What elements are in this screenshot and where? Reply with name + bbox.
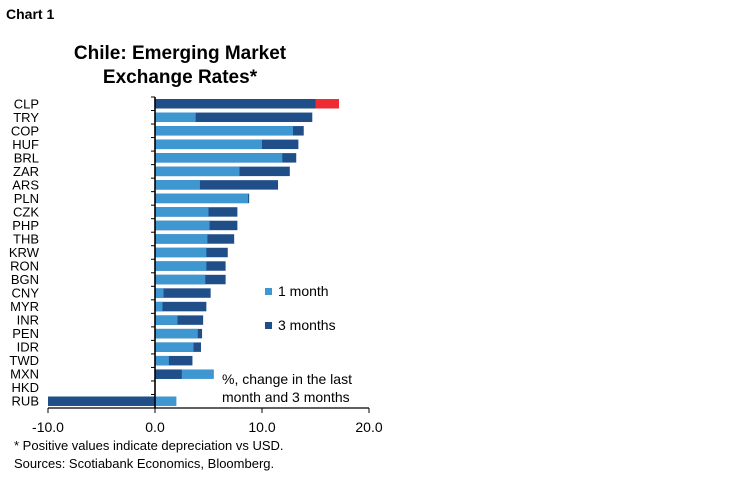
chart-title-line-1: Chile: Emerging Market <box>73 43 287 64</box>
category-label-ars: ARS <box>12 177 39 192</box>
category-label-cop: COP <box>11 123 39 138</box>
value-tick-label: 20.0 <box>355 419 382 435</box>
bar-pln-1-month <box>155 193 249 204</box>
value-tick-label: 0.0 <box>145 419 165 435</box>
legend-label-1-month: 1 month <box>278 283 329 299</box>
category-label-idr: IDR <box>17 340 39 355</box>
legend-swatch-3-months <box>265 322 272 329</box>
bar-php-1-month <box>155 220 210 231</box>
annotation-line-2: month and 3 months <box>222 389 350 405</box>
category-label-pen: PEN <box>12 326 39 341</box>
bar-myr-1-month <box>155 301 163 312</box>
bar-twd-1-month <box>155 355 169 366</box>
figure-label: Chart 1 <box>6 6 55 22</box>
category-label-bgn: BGN <box>11 272 39 287</box>
category-label-huf: HUF <box>12 137 39 152</box>
bar-mxn-3-months <box>155 369 182 379</box>
category-label-inr: INR <box>17 313 39 328</box>
bar-myr-3-months <box>155 301 207 312</box>
footnote-sources: Sources: Scotiabank Economics, Bloomberg… <box>14 456 275 471</box>
category-label-cny: CNY <box>12 286 40 301</box>
bar-thb-1-month <box>155 234 208 244</box>
bar-zar-1-month <box>155 166 240 177</box>
category-label-twd: TWD <box>9 353 39 368</box>
category-label-rub: RUB <box>12 394 39 409</box>
bar-twd-3-months <box>155 355 193 366</box>
value-tick-label: 10.0 <box>248 419 275 435</box>
bar-cop-1-month <box>155 126 294 136</box>
category-label-php: PHP <box>12 218 39 233</box>
category-label-pln: PLN <box>14 191 39 206</box>
value-tick-label: -10.0 <box>32 419 64 435</box>
category-label-zar: ZAR <box>13 164 39 179</box>
bar-try-1-month <box>155 112 196 123</box>
category-label-czk: CZK <box>13 204 39 219</box>
bar-krw-1-month <box>155 247 207 258</box>
category-label-krw: KRW <box>9 245 40 260</box>
bar-huf-1-month <box>155 139 262 150</box>
category-label-hkd: HKD <box>12 380 39 395</box>
footnotes: * Positive values indicate depreciation … <box>14 437 284 473</box>
bar-czk-1-month <box>155 207 209 217</box>
category-label-brl: BRL <box>14 150 39 165</box>
bar-rub-1-month <box>155 396 177 406</box>
bar-idr-1-month <box>155 342 194 352</box>
bar-cny-3-months <box>155 288 211 298</box>
bar-rub-3-months <box>48 396 155 406</box>
bar-ars-1-month <box>155 180 200 190</box>
bar-ars-3-months <box>155 180 279 190</box>
category-label-mxn: MXN <box>10 367 39 382</box>
legend-label-3-months: 3 months <box>278 317 336 333</box>
bar-clp-3-months <box>155 99 316 109</box>
category-label-ron: RON <box>10 259 39 274</box>
bar-pen-1-month <box>155 328 198 339</box>
footnote-depreciation: * Positive values indicate depreciation … <box>14 438 284 453</box>
bar-inr-1-month <box>155 315 178 325</box>
bar-try-3-months <box>155 112 313 123</box>
bar-ron-1-month <box>155 261 207 271</box>
bar-cny-1-month <box>155 288 164 298</box>
bar-bgn-1-month <box>155 274 206 285</box>
chart-annotation: %, change in the last month and 3 months <box>222 370 352 406</box>
category-label-myr: MYR <box>10 299 39 314</box>
annotation-line-1: %, change in the last <box>222 371 352 387</box>
bar-brl-1-month <box>155 153 283 163</box>
chart-title: Chile: Emerging Market Exchange Rates* <box>60 42 300 90</box>
legend-swatch-1-month <box>265 288 272 295</box>
category-label-clp: CLP <box>14 96 39 111</box>
category-label-thb: THB <box>13 231 39 246</box>
chart-title-line-2: Exchange Rates* <box>102 67 258 88</box>
bar-mxn-1-month <box>155 369 214 379</box>
bar-inr-3-months <box>155 315 204 325</box>
category-label-try: TRY <box>13 110 39 125</box>
